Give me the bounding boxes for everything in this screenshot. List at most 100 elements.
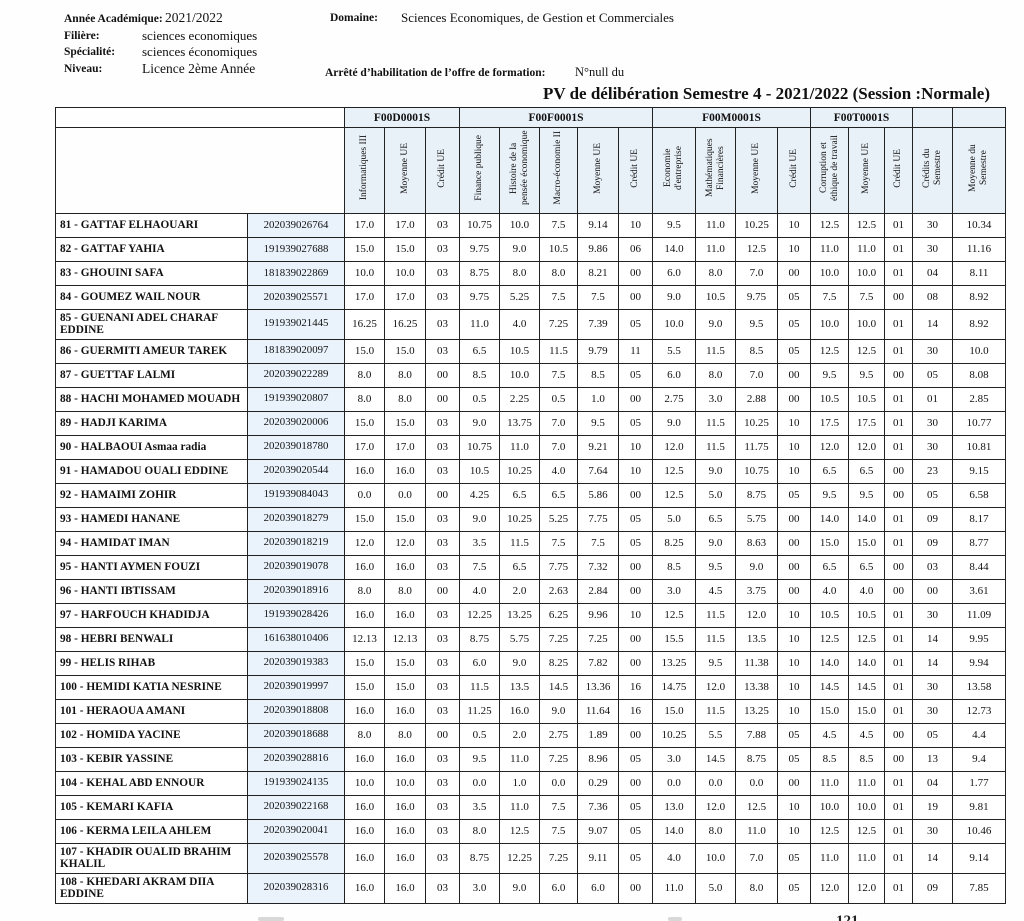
module-code-cell: F00D0001S [344,107,460,128]
grade-cell: 16.25 [384,309,426,340]
grade-cell: 01 [912,386,953,412]
grade-cell: 3.0 [652,746,696,772]
grade-cell: 00 [777,554,811,580]
grade-cell: 8.92 [952,309,1006,340]
grade-cell: 9.11 [577,842,619,874]
rotated-label: Moyenne UE [751,142,762,194]
grade-cell: 8.5 [848,746,885,772]
grade-cell: 10.0 [810,309,849,340]
grade-cell: 8.0 [695,261,736,286]
subject-header-cell: Informatiques III [344,127,385,214]
grade-cell: 6.0 [652,362,696,388]
grade-cell: 13.25 [735,698,778,724]
grade-cell: 01 [884,338,913,364]
grade-cell: 9.0 [499,650,540,676]
subject-header-cell: Crédit UE [425,127,460,214]
grade-cell: 7.88 [735,722,778,748]
grade-cell: 7.25 [539,626,578,652]
student-id-cell: 202039025571 [247,285,345,310]
grade-cell: 10.25 [499,506,540,532]
grade-cell: 9.5 [695,650,736,676]
grade-cell: 01 [884,386,913,412]
grade-cell: 12.0 [848,872,885,904]
grade-cell: 1.89 [577,722,619,748]
grade-cell: 2.0 [499,578,540,604]
grade-cell: 01 [884,261,913,286]
grade-cell: 10 [618,458,653,484]
grade-cell: 00 [618,770,653,796]
grade-cell: 9.75 [459,237,500,262]
grade-cell: 12.5 [810,818,849,844]
grade-cell: 05 [618,506,653,532]
header-spacer [55,127,345,214]
grade-cell: 12.0 [652,434,696,460]
student-id-cell: 202039018808 [247,698,345,724]
student-id-cell: 181839022869 [247,261,345,286]
grade-cell: 10 [618,602,653,628]
grade-cell: 1.0 [577,386,619,412]
rotated-label: Histoire de la pensée économique [508,130,530,206]
grade-cell: 12.0 [848,434,885,460]
grade-cell: 10 [777,458,811,484]
grade-cell: 00 [425,578,460,604]
student-name-cell: 102 - HOMIDA YACINE [55,722,248,748]
grade-cell: 04 [912,261,953,286]
grade-cell: 03 [425,506,460,532]
grade-cell: 3.5 [459,530,500,556]
grade-cell: 05 [777,872,811,904]
student-name-cell: 82 - GATTAF YAHIA [55,237,248,262]
grade-cell: 10 [777,410,811,436]
grade-cell: 8.5 [459,362,500,388]
grade-cell: 12.73 [952,698,1006,724]
student-id-cell: 191939084043 [247,482,345,508]
grade-cell: 10 [777,434,811,460]
grade-cell: 23 [912,458,953,484]
student-name-cell: 108 - KHEDARI AKRAM DIIA EDDINE [55,872,248,904]
grade-cell: 9.75 [459,285,500,310]
rotated-label: Economie d'entreprise [663,146,684,190]
student-name-cell: 90 - HALBAOUI Asmaa radia [55,434,248,460]
grade-cell: 01 [884,213,913,238]
grade-cell: 13.38 [735,674,778,700]
semester-header-cell: Moyenne du Semestre [952,127,1006,214]
subject-header-cell: Crédit UE [884,127,913,214]
grade-cell: 30 [912,674,953,700]
grade-cell: 15.0 [344,674,385,700]
student-row: 96 - HANTI IBTISSAM 202039018916 8.0 8.0 00 4… [55,578,1006,604]
grade-cell: 0.0 [384,482,426,508]
grade-cell: 00 [618,261,653,286]
grade-cell: 01 [884,794,913,820]
grade-cell: 6.5 [695,506,736,532]
grade-cell: 30 [912,410,953,436]
grade-cell: 6.5 [810,458,849,484]
grade-cell: 16.0 [344,794,385,820]
grade-cell: 2.63 [539,578,578,604]
student-id-cell: 202039018916 [247,578,345,604]
grade-cell: 4.4 [952,722,1006,748]
grade-cell: 15.0 [652,698,696,724]
grade-cell: 00 [618,285,653,310]
grade-cell: 10 [777,674,811,700]
grade-cell: 4.5 [695,578,736,604]
page-title: PV de délibération Semestre 4 - 2021/202… [543,84,990,103]
student-name-cell: 93 - HAMEDI HANANE [55,506,248,532]
student-row: 90 - HALBAOUI Asmaa radia 202039018780 17.… [55,434,1006,460]
grade-cell: 11.5 [695,698,736,724]
grade-cell: 9.5 [695,554,736,580]
grade-cell: 00 [777,386,811,412]
grade-cell: 9.0 [459,506,500,532]
grade-cell: 3.0 [695,386,736,412]
grade-cell: 16.0 [344,698,385,724]
student-row: 89 - HADJI KARIMA 202039020006 15.0 15.0 03 9… [55,410,1006,436]
student-row: 82 - GATTAF YAHIA 191939027688 15.0 15.0 03 9… [55,237,1006,262]
grade-cell: 8.17 [952,506,1006,532]
student-row: 98 - HEBRI BENWALI 161638010406 12.13 12.13… [55,626,1006,652]
grade-cell: 6.0 [539,872,578,904]
grade-cell: 4.5 [848,722,885,748]
grade-cell: 5.5 [652,338,696,364]
grade-cell: 16 [618,698,653,724]
grade-cell: 17.0 [384,434,426,460]
student-row: 106 - KERMA LEILA AHLEM 202039020041 16.0 1… [55,818,1006,844]
grade-cell: 12.0 [810,872,849,904]
grade-cell: 16.0 [344,872,385,904]
